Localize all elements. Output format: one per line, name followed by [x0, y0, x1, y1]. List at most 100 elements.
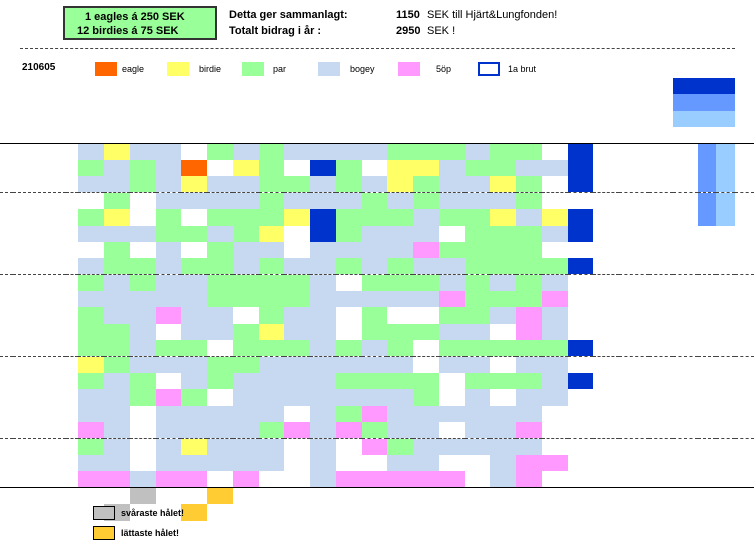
hole-score [181, 242, 207, 258]
hole-score [439, 422, 465, 438]
hole-score [516, 389, 542, 406]
p3-rank [698, 307, 716, 323]
net-diff [649, 209, 673, 225]
par-cell [181, 127, 207, 143]
par-cell [362, 127, 388, 143]
length-cell [465, 111, 491, 127]
over-par-cell [259, 504, 285, 520]
hole-score [336, 455, 362, 471]
hole-score [232, 258, 259, 275]
hole-score [130, 209, 156, 225]
hardest-note: svåraste hålet! [121, 508, 185, 518]
hole-score [541, 356, 568, 374]
length-cell [284, 111, 310, 127]
hole-score [129, 340, 156, 357]
hole-score [207, 192, 233, 210]
hole-score [361, 471, 388, 488]
gross-total [593, 373, 619, 389]
net-diff [648, 274, 673, 292]
index-cell [362, 94, 388, 110]
index-cell [516, 94, 542, 110]
hole-score [335, 159, 362, 177]
hole-score [490, 274, 517, 292]
hole-score [258, 176, 285, 193]
index-cell [542, 94, 568, 110]
hole-score [464, 340, 491, 357]
hole-score [78, 422, 105, 439]
hole-score [335, 192, 362, 210]
hole-header [516, 78, 542, 94]
hole-score [361, 258, 388, 275]
hole-score [516, 225, 542, 242]
hole-score [78, 471, 105, 488]
in-total [568, 455, 594, 471]
length-cell [439, 111, 465, 127]
hole-score [542, 176, 568, 192]
average-cell [104, 488, 130, 504]
hole-score [335, 143, 362, 160]
hole-score [438, 323, 465, 341]
p3-rank [698, 258, 716, 274]
hole-score [490, 471, 517, 488]
legend-birdie: birdie [199, 64, 222, 74]
net-diff [649, 291, 673, 307]
hole-score [155, 307, 182, 324]
player-row [0, 422, 754, 439]
hole-score [438, 405, 465, 423]
hole-score [413, 159, 439, 177]
hole-score [361, 422, 388, 439]
hole-score [335, 356, 362, 374]
p5-rank [735, 291, 754, 307]
in-total [568, 471, 594, 487]
points [673, 209, 699, 225]
p5-rank [735, 258, 754, 274]
out-total [310, 323, 336, 341]
hole-score [284, 438, 311, 455]
hole-score [387, 291, 414, 308]
index-cell [233, 94, 259, 110]
hole-header [130, 78, 156, 94]
hole-score [258, 340, 285, 357]
net-diff [649, 258, 673, 274]
player-name [13, 389, 67, 405]
hole-score [464, 389, 491, 406]
hole-score [464, 356, 491, 374]
p5-rank [735, 307, 754, 323]
out-total [310, 258, 336, 275]
hole-score [413, 143, 439, 160]
hole-score [335, 340, 362, 357]
hole-score [207, 176, 233, 193]
hole-score [413, 373, 439, 390]
hole-score [181, 307, 208, 324]
hole-score [104, 323, 130, 341]
net-diff [649, 144, 673, 160]
average-cell [490, 488, 516, 504]
hole-score [155, 471, 182, 488]
net-diff [649, 422, 673, 438]
p4-rank [716, 242, 735, 258]
player-row [0, 209, 754, 226]
hole-score [284, 323, 311, 341]
hole-score [438, 340, 465, 357]
hole-score [104, 291, 130, 308]
player-number [0, 274, 13, 292]
player-row [0, 258, 754, 275]
hole-score [232, 438, 259, 455]
hole-score [464, 405, 491, 423]
average-cell [387, 488, 413, 504]
length-cell [207, 111, 233, 127]
p4-rank [716, 471, 735, 487]
index-cell [387, 94, 413, 110]
length-cell [156, 111, 182, 127]
hole-header [413, 78, 439, 94]
hole-score [438, 274, 465, 292]
player-number [0, 373, 13, 389]
player-name [12, 274, 67, 292]
hole-score [129, 389, 156, 406]
index-cell [284, 94, 310, 110]
par-cell [593, 127, 619, 143]
hole-score [207, 454, 233, 472]
legend-par: par [273, 64, 287, 74]
legend-5op-swatch [398, 62, 420, 76]
p5-rank [734, 356, 754, 374]
